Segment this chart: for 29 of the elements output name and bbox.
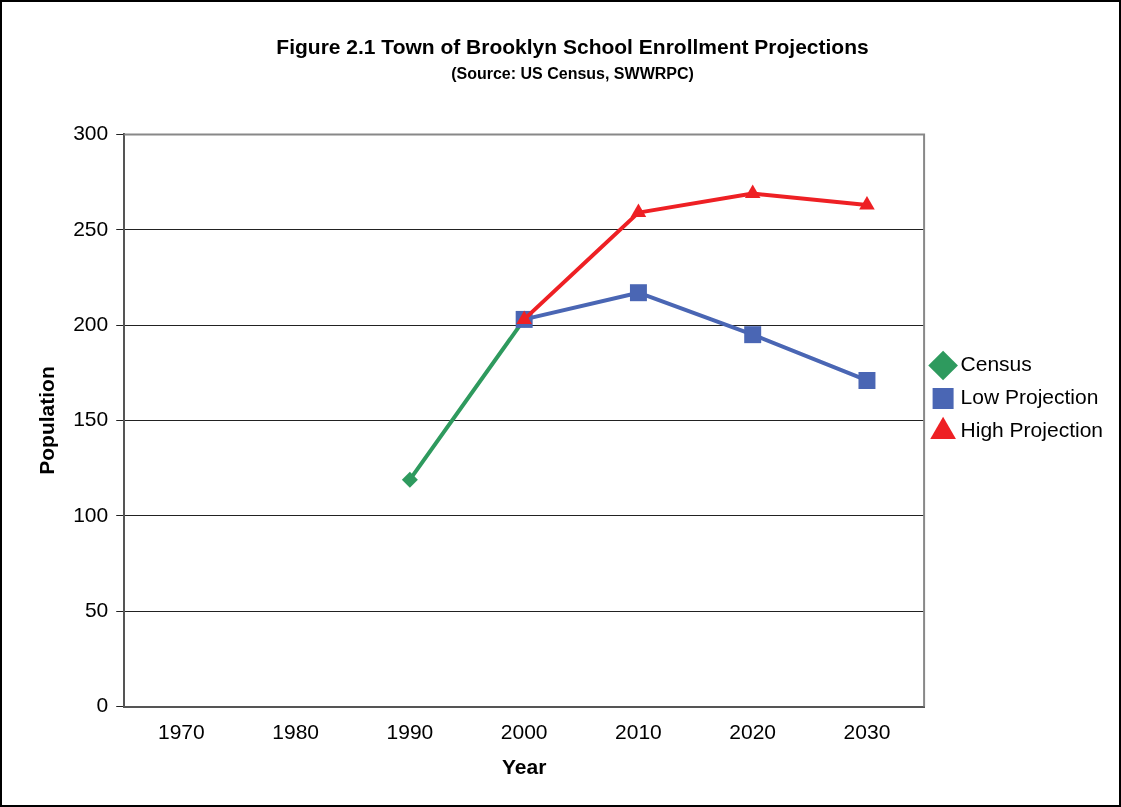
chart-title: Figure 2.1 Town of Brooklyn School Enrollment Projections bbox=[276, 35, 869, 59]
y-axis-title: Population bbox=[35, 366, 59, 475]
y-tick-label: 250 bbox=[73, 216, 109, 240]
x-axis-title: Year bbox=[501, 755, 547, 779]
chart-subtitle: (Source: US Census, SWWRPC) bbox=[451, 65, 694, 83]
y-tick-label: 0 bbox=[96, 693, 109, 717]
point bbox=[858, 371, 876, 389]
point bbox=[401, 471, 418, 488]
point bbox=[744, 326, 762, 344]
x-tick-label: 2020 bbox=[729, 720, 777, 743]
x-tick-label: 2010 bbox=[615, 720, 662, 743]
y-tick-label: 150 bbox=[73, 407, 109, 431]
y-tick-label: 200 bbox=[73, 311, 109, 335]
legend-label: Low Projection bbox=[960, 385, 1099, 409]
legend-label: Census bbox=[960, 352, 1032, 376]
point bbox=[629, 284, 647, 302]
y-tick-label: 100 bbox=[73, 502, 109, 526]
point bbox=[744, 184, 761, 199]
point bbox=[516, 310, 532, 324]
point bbox=[630, 203, 647, 218]
y-tick-label: 300 bbox=[73, 121, 109, 145]
x-tick-label: 1990 bbox=[386, 720, 434, 743]
x-tick-label: 2000 bbox=[500, 720, 548, 743]
x-tick-label: 1980 bbox=[272, 720, 319, 743]
x-tick-label: 1970 bbox=[158, 720, 205, 743]
y-tick-label: 50 bbox=[84, 598, 109, 622]
point bbox=[859, 195, 875, 210]
legend-label: High Projection bbox=[960, 418, 1103, 442]
x-tick-label: 2030 bbox=[843, 720, 891, 743]
